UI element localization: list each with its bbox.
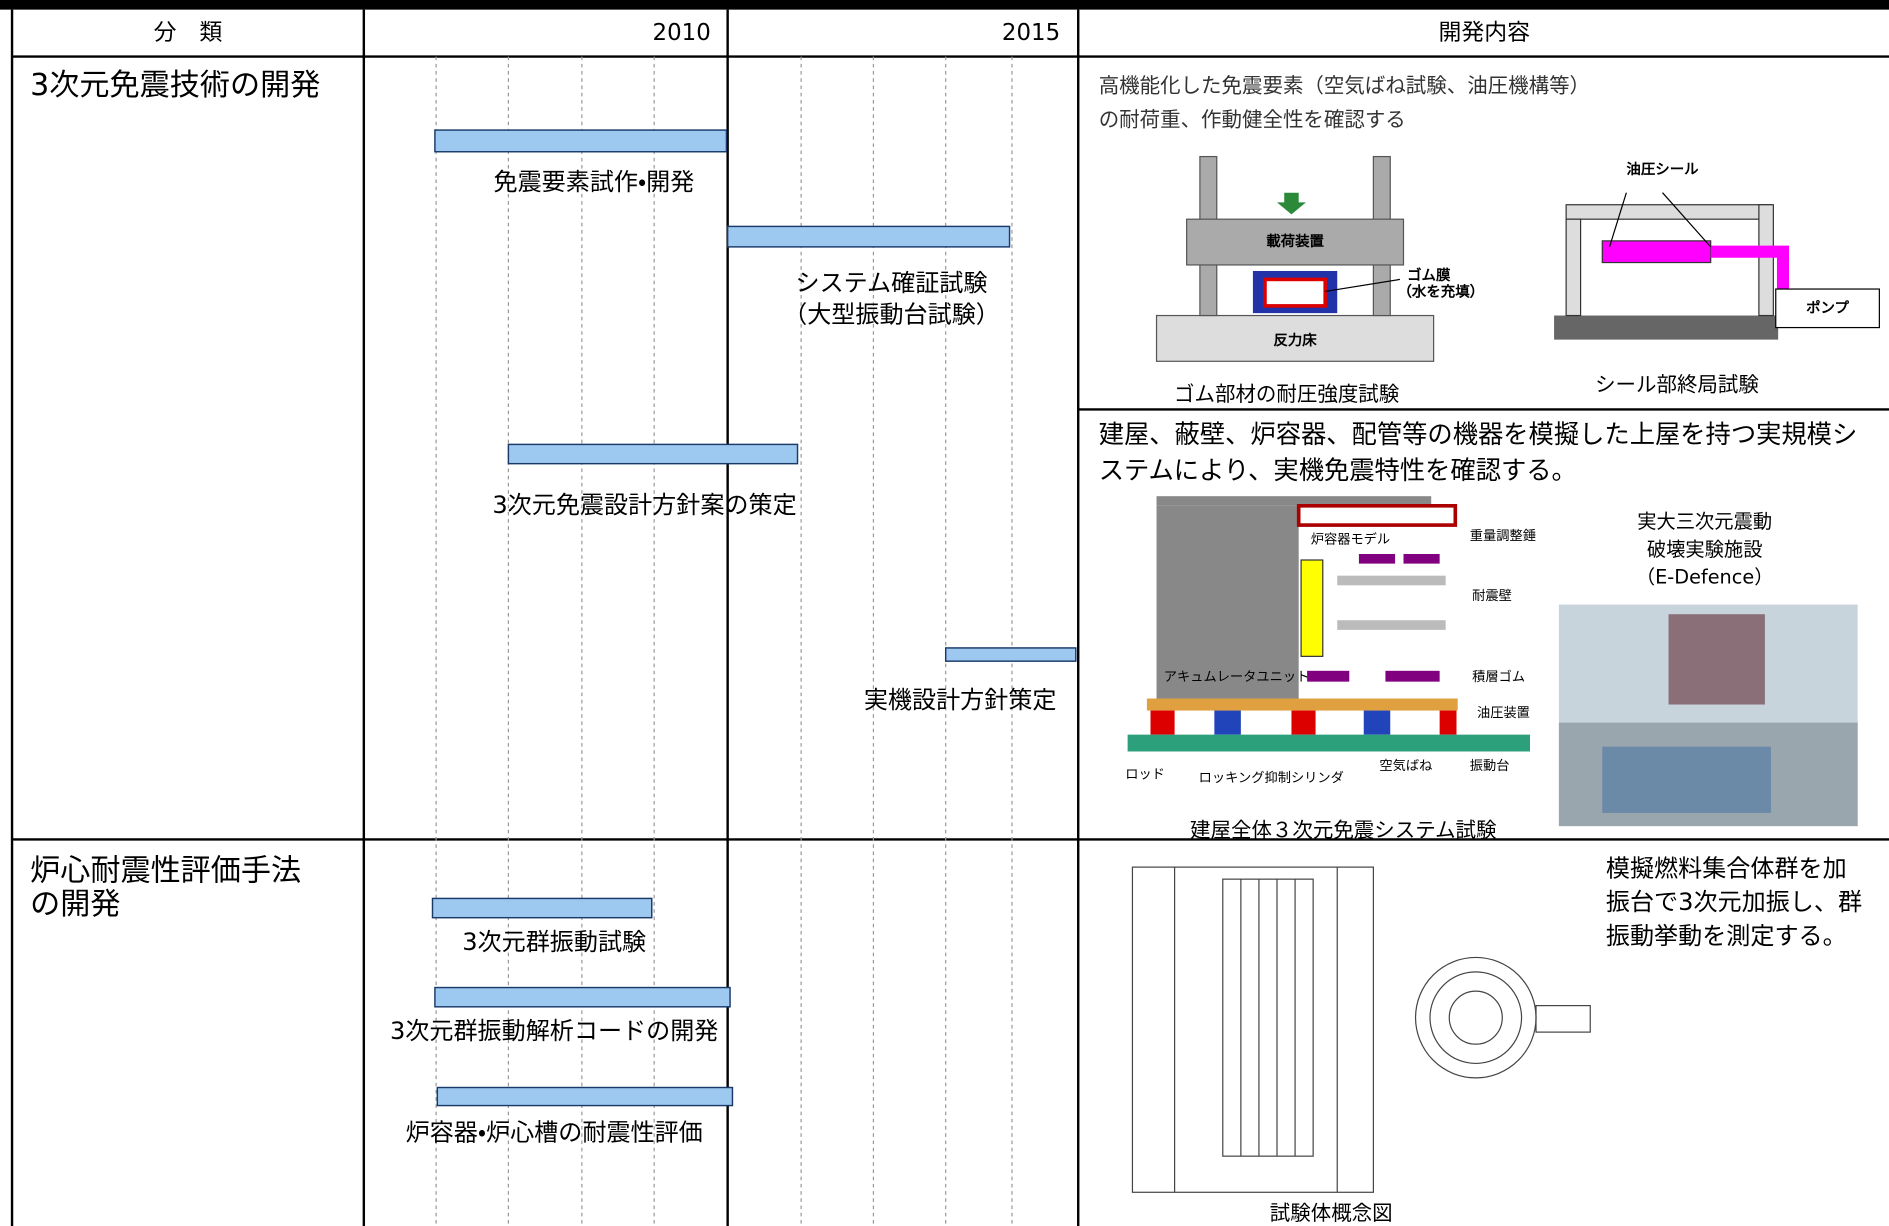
label: 空気ばね xyxy=(1379,758,1432,774)
label: 高機能化した免震要素（空気ばね試験、油圧機構等） xyxy=(1099,74,1590,98)
label: 振台で3次元加振し、群 xyxy=(1606,888,1862,916)
label: ゴム膜 xyxy=(1407,266,1451,284)
drawing xyxy=(1131,866,1591,1193)
shape xyxy=(1565,204,1772,220)
label: 載荷装置 xyxy=(1266,232,1324,250)
shape xyxy=(1385,670,1440,682)
category-label: 3次元免震技術の開発 xyxy=(30,68,320,103)
label: 振動挙動を測定する。 xyxy=(1606,922,1847,950)
shape xyxy=(1337,620,1446,630)
shape xyxy=(1156,496,1432,506)
shape xyxy=(1429,971,1523,1065)
label: ポンプ xyxy=(1806,298,1849,316)
shape xyxy=(1403,553,1440,564)
rule-line xyxy=(1325,278,1400,293)
label: 模擬燃料集合体群を加 xyxy=(1606,855,1847,883)
shape xyxy=(1337,575,1446,586)
label: の耐荷重、作動健全性を確認する xyxy=(1099,107,1406,131)
label: 油圧シール xyxy=(1626,160,1699,178)
shape xyxy=(1156,505,1299,699)
shape xyxy=(1155,314,1435,362)
category-label: の開発 xyxy=(30,887,120,922)
task-label: （大型振動台試験） xyxy=(783,301,1000,329)
shape xyxy=(1602,746,1771,813)
label: 炉容器モデル xyxy=(1311,531,1390,548)
shape xyxy=(1448,990,1503,1045)
shape xyxy=(1554,315,1779,340)
shape xyxy=(1291,710,1316,735)
label: 積層ゴム xyxy=(1472,668,1525,685)
shape xyxy=(1296,504,1458,527)
label: 破壊実験施設 xyxy=(1647,538,1763,561)
header-label: 分 類 xyxy=(154,20,223,46)
schedule-bar xyxy=(726,225,1011,248)
figure-caption: シール部終局試験 xyxy=(1595,372,1759,396)
task-label: 3次元群振動解析コードの開発 xyxy=(390,1017,718,1045)
shape xyxy=(1263,277,1327,308)
header-label: 開発内容 xyxy=(1438,20,1530,46)
task-label: 3次元群振動試験 xyxy=(462,928,646,956)
schedule-bar xyxy=(434,986,731,1008)
rule-line xyxy=(1608,192,1627,248)
schedule-bar xyxy=(507,443,799,465)
label: 耐震壁 xyxy=(1472,588,1512,604)
task-label: システム確証試験 xyxy=(796,269,988,297)
label: 建屋、蔽壁、炉容器、配管等の機器を模擬した上屋を持つ実規模シ xyxy=(1099,420,1858,449)
shape xyxy=(1601,240,1712,264)
shape xyxy=(1307,670,1350,682)
schedule-bar xyxy=(436,1086,734,1107)
header-label: 2015 xyxy=(1002,20,1060,46)
shape xyxy=(1535,1005,1591,1033)
label: ロッキング抑制シリンダ xyxy=(1199,770,1344,786)
shape xyxy=(0,0,1889,10)
shape xyxy=(1668,614,1765,705)
figure-caption: ゴム部材の耐圧強度試験 xyxy=(1174,382,1400,406)
label: 重量調整錘 xyxy=(1470,528,1536,544)
schedule-bar xyxy=(944,647,1077,662)
schedule-bar xyxy=(431,897,653,919)
task-label: 実機設計方針策定 xyxy=(864,686,1057,714)
task-label: 免震要素試作・開発 xyxy=(494,168,695,196)
shape xyxy=(1150,710,1175,735)
task-label: 3次元免震設計方針案の策定 xyxy=(492,491,796,519)
figure-caption: 建屋全体３次元免震システム試験 xyxy=(1190,818,1497,842)
shape xyxy=(1277,192,1306,215)
shape xyxy=(1758,204,1774,317)
shape xyxy=(1127,734,1530,752)
label: ロッド xyxy=(1125,767,1165,782)
task-label: 炉容器・炉心槽の耐震性評価 xyxy=(406,1118,703,1146)
shape xyxy=(1222,878,1314,1157)
figure-caption: 試験体概念図 xyxy=(1270,1201,1393,1225)
shape xyxy=(1363,710,1391,735)
shape xyxy=(1146,698,1458,711)
shape xyxy=(1565,218,1582,317)
shape xyxy=(1186,218,1405,266)
shape xyxy=(1775,288,1880,329)
shape xyxy=(1300,559,1324,657)
shape xyxy=(1439,710,1457,735)
label: アキュムレータユニット xyxy=(1164,669,1310,685)
shape xyxy=(1358,553,1396,564)
schedule-bar xyxy=(434,129,728,153)
label: （E-Defence） xyxy=(1636,566,1774,589)
shape xyxy=(1414,956,1537,1079)
shape xyxy=(1214,710,1241,735)
header-label: 2010 xyxy=(653,20,711,46)
category-label: 炉心耐震性評価手法 xyxy=(30,853,301,888)
rule-line xyxy=(1662,192,1712,248)
label: 実大三次元震動 xyxy=(1637,510,1772,533)
label: （水を充填） xyxy=(1397,283,1484,301)
label: 振動台 xyxy=(1470,758,1510,774)
label: 反力床 xyxy=(1273,331,1317,349)
label: ステムにより、実機免震特性を確認する。 xyxy=(1099,456,1577,485)
shape xyxy=(1131,866,1374,1193)
label: 油圧装置 xyxy=(1477,705,1530,721)
